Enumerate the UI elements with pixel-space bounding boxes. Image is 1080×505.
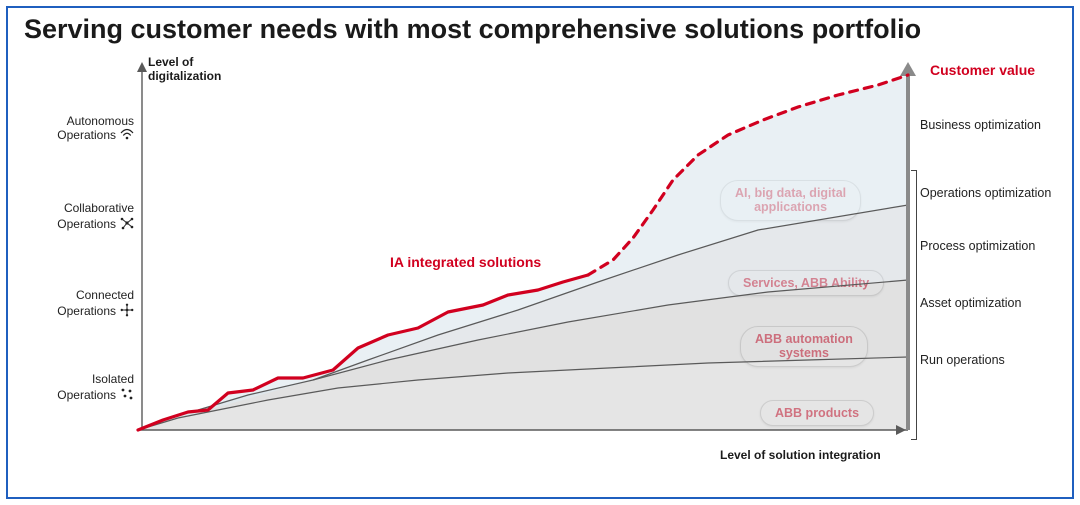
right-bracket xyxy=(911,170,917,440)
x-axis-label: Level of solution integration xyxy=(720,448,881,462)
y-level-1: Collaborative Operations xyxy=(57,202,134,234)
right-label-1: Operations optimization xyxy=(920,186,1051,200)
chart-svg xyxy=(138,60,908,440)
right-value-labels: Business optimization Operations optimiza… xyxy=(920,60,1070,440)
y-level-0: Autonomous Operations xyxy=(57,115,134,145)
dots-icon xyxy=(120,387,134,405)
star-network-icon xyxy=(120,303,134,321)
y-level-2: Connected Operations xyxy=(57,289,134,321)
page-title: Serving customer needs with most compreh… xyxy=(24,14,921,45)
right-label-0: Business optimization xyxy=(920,118,1041,132)
y-level-labels: Autonomous Operations Collaborative Opera… xyxy=(22,60,134,440)
wifi-icon xyxy=(120,128,134,144)
network-icon xyxy=(120,216,134,234)
customer-value-label: Customer value xyxy=(930,62,1035,78)
y-level-3: Isolated Operations xyxy=(57,373,134,405)
right-label-4: Run operations xyxy=(920,353,1005,367)
chart-area xyxy=(138,60,908,440)
right-label-3: Asset optimization xyxy=(920,296,1021,310)
right-label-2: Process optimization xyxy=(920,239,1035,253)
